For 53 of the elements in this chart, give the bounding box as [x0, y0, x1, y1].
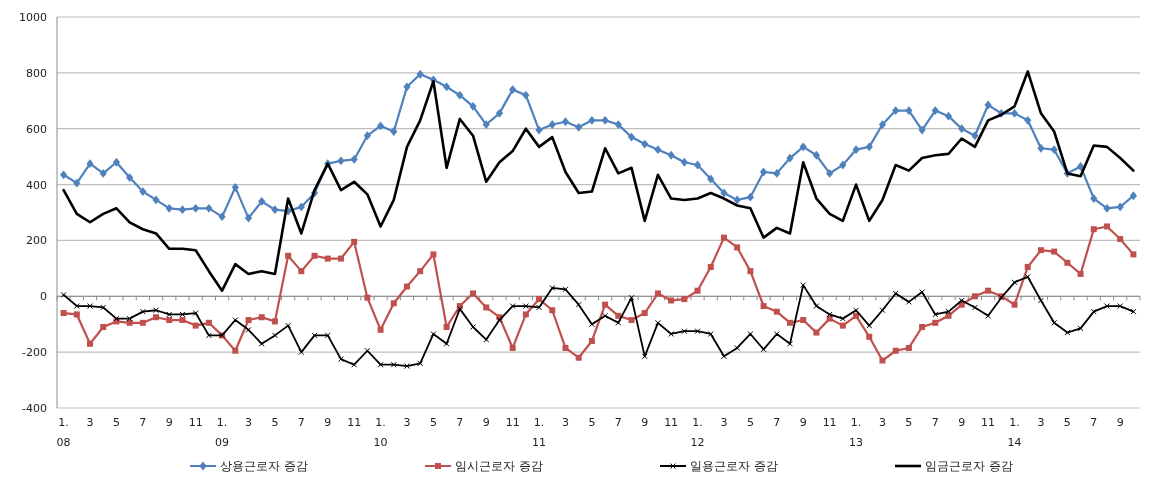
- x-tick-label: 1. 13: [849, 416, 864, 449]
- y-tick-label: 800: [26, 66, 47, 80]
- x-tick-label: 9: [165, 416, 173, 429]
- x-tick-label: 5: [588, 416, 596, 429]
- x-tick-label: 3: [1037, 416, 1045, 429]
- x-tick-label: 3: [878, 416, 886, 429]
- x-tick-label: 3: [245, 416, 253, 429]
- x-tick-label: 7: [297, 416, 305, 429]
- y-tick-label: 0: [40, 290, 47, 304]
- x-tick-label: 9: [1116, 416, 1124, 429]
- x-tick-label: 5: [746, 416, 754, 429]
- x-tick-label: 7: [1090, 416, 1098, 429]
- legend-label: 임시근로자 증감: [455, 459, 543, 473]
- x-tick-label: 1. 11: [532, 416, 547, 449]
- x-tick-label: 3: [403, 416, 411, 429]
- x-tick-label: 5: [271, 416, 279, 429]
- x-tick-label: 11: [664, 416, 679, 429]
- x-tick-label: 1. 12: [690, 416, 705, 449]
- x-tick-label: 1. 09: [215, 416, 230, 449]
- x-tick-label: 1. 10: [373, 416, 388, 449]
- x-tick-label: 7: [773, 416, 781, 429]
- y-tick-label: 600: [26, 122, 47, 136]
- x-tick-label: 3: [561, 416, 569, 429]
- x-tick-label: 9: [482, 416, 490, 429]
- x-tick-label: 9: [958, 416, 966, 429]
- x-tick-label: 7: [931, 416, 939, 429]
- x-tick-label: 9: [324, 416, 332, 429]
- x-tick-label: 1. 14: [1007, 416, 1022, 449]
- y-tick-label: 200: [26, 234, 47, 248]
- x-tick-label: 3: [720, 416, 728, 429]
- y-tick-label: -200: [22, 346, 47, 360]
- x-tick-label: 5: [429, 416, 437, 429]
- x-tick-label: 9: [641, 416, 649, 429]
- x-tick-label: 11: [347, 416, 362, 429]
- x-tick-label: 11: [188, 416, 203, 429]
- x-tick-label: 11: [981, 416, 996, 429]
- x-tick-label: 7: [456, 416, 464, 429]
- x-tick-label: 11: [505, 416, 520, 429]
- y-tick-label: 400: [26, 178, 47, 192]
- x-tick-label: 11: [822, 416, 837, 429]
- x-tick-label: 5: [1063, 416, 1071, 429]
- legend-label: 일용근로자 증감: [690, 459, 778, 473]
- x-tick-label: 1. 08: [56, 416, 71, 449]
- x-tick-label: 7: [139, 416, 147, 429]
- x-tick-label: 5: [112, 416, 120, 429]
- x-tick-label: 9: [799, 416, 807, 429]
- y-tick-label: 1000: [19, 11, 47, 24]
- legend-label: 임금근로자 증감: [925, 459, 1013, 473]
- x-tick-label: 5: [905, 416, 913, 429]
- y-tick-label: -400: [22, 402, 47, 415]
- legend-label: 상용근로자 증감: [220, 459, 308, 473]
- x-tick-label: 7: [614, 416, 622, 429]
- x-tick-label: 3: [86, 416, 94, 429]
